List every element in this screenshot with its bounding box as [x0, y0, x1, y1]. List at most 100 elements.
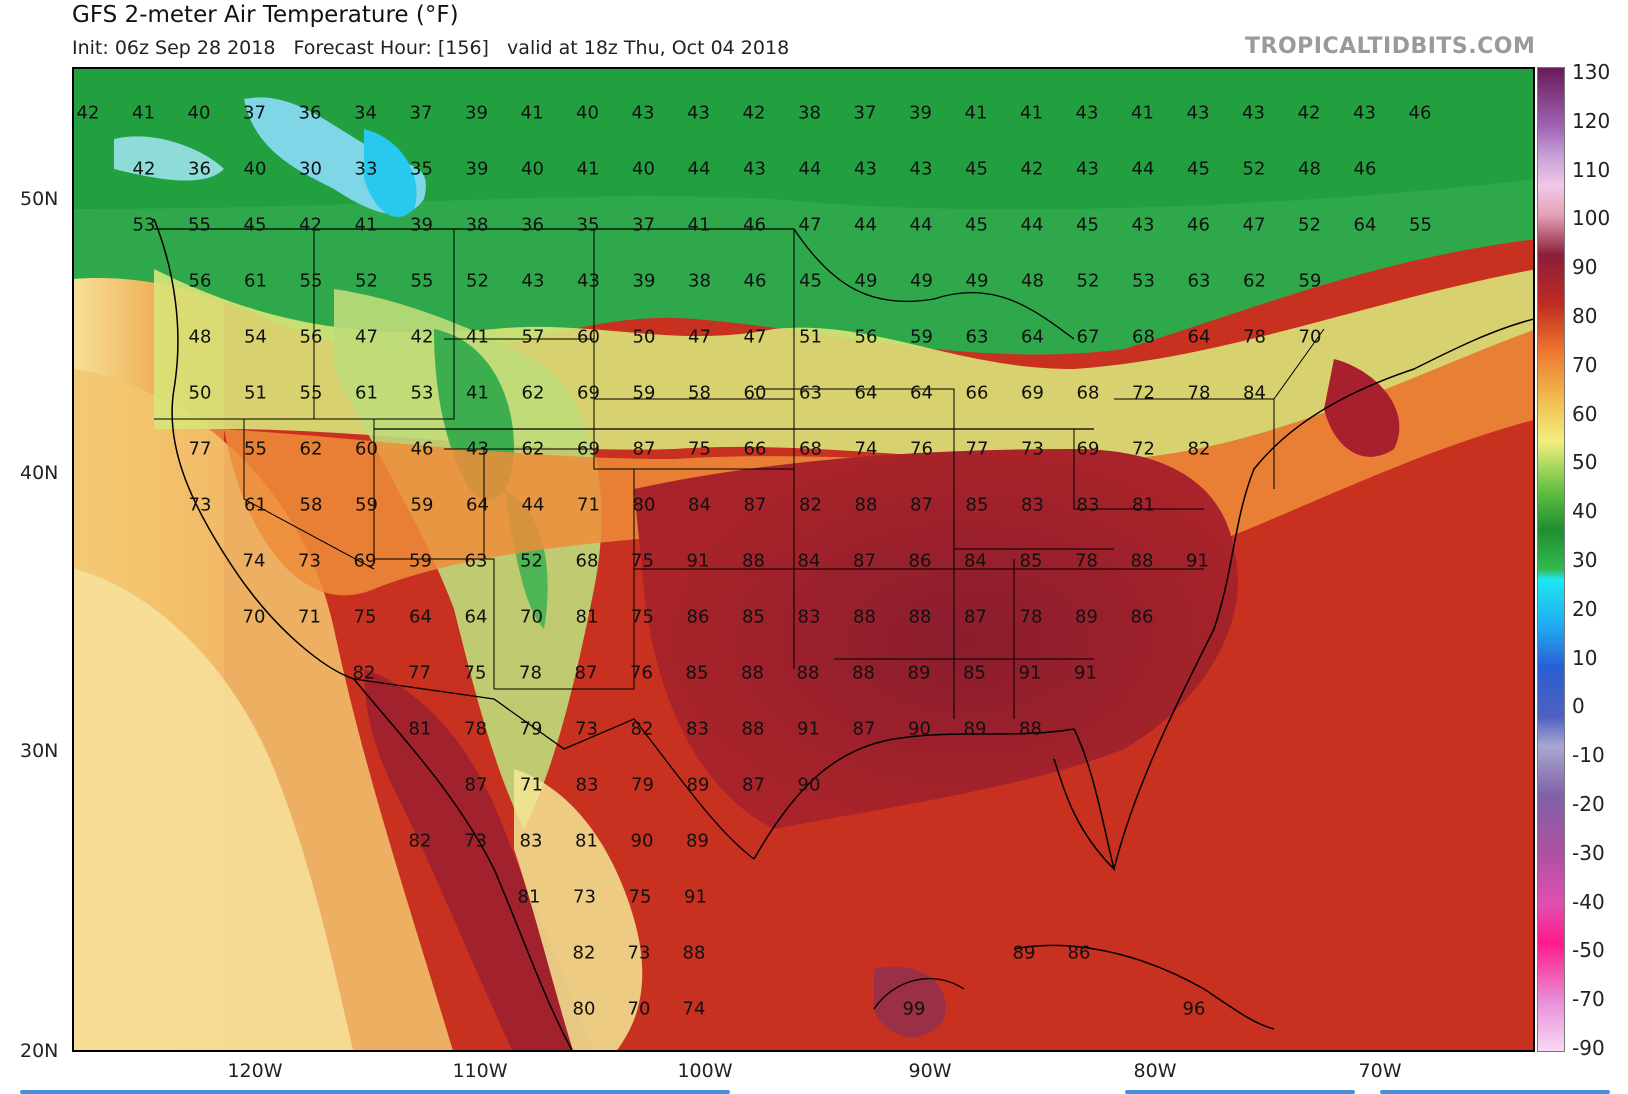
- colorbar-tick-label: -90: [1572, 1036, 1605, 1060]
- temperature-value: 80: [572, 998, 596, 1020]
- temperature-value: 58: [688, 382, 711, 404]
- temperature-value: 44: [909, 214, 933, 236]
- temperature-value: 83: [1021, 494, 1044, 516]
- temperature-value: 62: [1243, 270, 1266, 292]
- forecast-info: Init: 06z Sep 28 2018 Forecast Hour: [15…: [72, 37, 790, 59]
- temperature-value: 81: [408, 718, 432, 740]
- temperature-value: 66: [743, 438, 767, 460]
- temperature-value: 69: [577, 382, 600, 404]
- colorbar-tick-label: 100: [1572, 206, 1611, 231]
- temperature-value: 36: [521, 214, 544, 236]
- temperature-value: 75: [688, 438, 711, 460]
- temperature-value: 61: [244, 494, 267, 516]
- lat-label-30n: 30N: [20, 740, 59, 762]
- temperature-value: 38: [465, 214, 489, 236]
- temperature-value: 47: [798, 214, 822, 236]
- temperature-value: 64: [854, 382, 878, 404]
- temperature-value: 42: [299, 214, 322, 236]
- temperature-value: 73: [298, 550, 321, 572]
- temperature-value: 41: [576, 158, 600, 180]
- temperature-value: 43: [743, 158, 766, 180]
- colorbar-tick-label: -10: [1572, 743, 1605, 768]
- temperature-value: 82: [408, 830, 432, 852]
- temperature-value: 47: [743, 326, 767, 348]
- temperature-value: 41: [687, 214, 711, 236]
- yucatan-hot-field: [874, 966, 946, 1038]
- temperature-value: 85: [1019, 550, 1043, 572]
- temperature-value: 78: [1075, 550, 1098, 572]
- temperature-value: 88: [852, 662, 875, 684]
- temperature-value: 43: [854, 158, 877, 180]
- temperature-value: 78: [519, 662, 542, 684]
- temperature-value: 64: [409, 606, 432, 628]
- temperature-value: 87: [910, 494, 933, 516]
- temperature-value: 46: [1353, 158, 1377, 180]
- temperature-value: 68: [799, 438, 822, 460]
- temperature-value: 64: [464, 606, 488, 628]
- temperature-value: 77: [188, 438, 212, 460]
- temperature-value: 85: [965, 494, 989, 516]
- temperature-value: 87: [743, 494, 767, 516]
- temperature-value: 40: [576, 102, 599, 124]
- lon-label-90w: 90W: [908, 1060, 952, 1082]
- temperature-value: 46: [1187, 214, 1210, 236]
- temperature-value: 48: [1021, 270, 1044, 292]
- temperature-value: 50: [632, 326, 656, 348]
- temperature-value: 44: [687, 158, 711, 180]
- temperature-value: 37: [243, 102, 266, 124]
- temperature-value: 88: [854, 494, 878, 516]
- temperature-value: 89: [1012, 942, 1036, 964]
- temperature-value: 44: [1131, 158, 1155, 180]
- temperature-value: 37: [853, 102, 877, 124]
- temperature-value: 88: [741, 718, 765, 740]
- temperature-value: 52: [466, 270, 489, 292]
- temperature-value: 56: [188, 270, 212, 292]
- west-coastline: [153, 218, 573, 1050]
- temperature-value: 42: [410, 326, 434, 348]
- temperature-value: 89: [963, 718, 987, 740]
- temperature-value: 80: [632, 494, 656, 516]
- temperature-value: 78: [1019, 606, 1043, 628]
- temperature-value: 43: [521, 270, 545, 292]
- temperature-value: 43: [909, 158, 933, 180]
- temperature-value: 75: [628, 886, 652, 908]
- temperature-value: 48: [188, 326, 212, 348]
- temperature-value: 50: [188, 382, 212, 404]
- temperature-value: 86: [908, 550, 932, 572]
- yucatan-coastline: [873, 977, 965, 1010]
- temperature-value: 52: [1298, 214, 1321, 236]
- temperature-map: 42 41 40 37 36 34 37 39 41 40 43 43 42 38 37 39 41 41 43 41…: [72, 67, 1535, 1052]
- temperature-value: 89: [686, 774, 710, 796]
- temperature-value: 73: [627, 942, 651, 964]
- temperature-value: 33: [354, 158, 378, 180]
- lon-label-110w: 110W: [452, 1060, 508, 1082]
- temperature-value: 82: [630, 718, 654, 740]
- temperature-value: 88: [742, 550, 765, 572]
- temperature-value: 66: [965, 382, 989, 404]
- temperature-value: 43: [687, 102, 710, 124]
- temperature-value: 62: [521, 382, 545, 404]
- temperature-value: 42: [1297, 102, 1321, 124]
- temperature-value: 42: [76, 102, 100, 124]
- temperature-value: 91: [1018, 662, 1042, 684]
- temperature-value: 78: [464, 718, 487, 740]
- temperature-value: 91: [1186, 550, 1209, 572]
- mexico-plateau-field: [514, 769, 643, 1050]
- temperature-value: 53: [410, 382, 434, 404]
- temperature-value: 59: [632, 382, 656, 404]
- temperature-value: 60: [355, 438, 378, 460]
- temperature-value: 46: [743, 270, 767, 292]
- temperature-value: 40: [187, 102, 211, 124]
- temperature-value: 55: [244, 438, 267, 460]
- temperature-value: 45: [965, 214, 988, 236]
- temperature-value: 83: [797, 606, 821, 628]
- temperature-value: 40: [243, 158, 267, 180]
- temperature-value: 48: [1298, 158, 1321, 180]
- temperature-value: 73: [573, 886, 596, 908]
- temperature-value: 51: [799, 326, 822, 348]
- temperature-value: 72: [1132, 438, 1155, 460]
- temperature-value: 36: [188, 158, 211, 180]
- temperature-value: 64: [1187, 326, 1211, 348]
- temperature-value: 47: [355, 326, 378, 348]
- temperature-value: 76: [630, 662, 653, 684]
